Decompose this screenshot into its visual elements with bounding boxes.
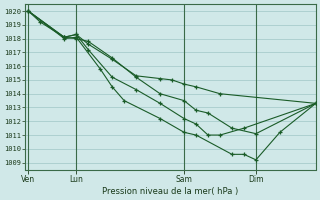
X-axis label: Pression niveau de la mer( hPa ): Pression niveau de la mer( hPa ) — [102, 187, 239, 196]
